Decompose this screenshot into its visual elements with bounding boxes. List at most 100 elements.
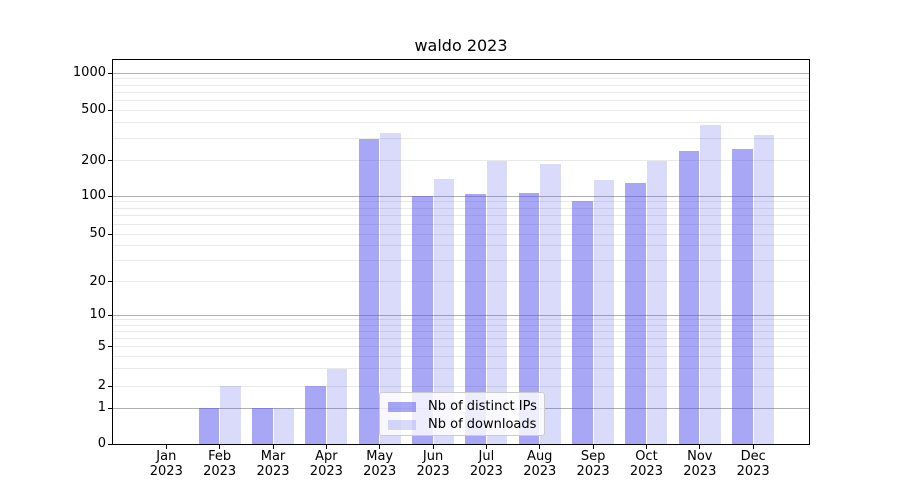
bar-downloads bbox=[486, 161, 508, 444]
y-tick-mark bbox=[108, 281, 112, 283]
grid-line-minor bbox=[113, 355, 809, 357]
bar-downloads bbox=[273, 408, 294, 444]
x-axis-tick-label: Mar 2023 bbox=[243, 449, 303, 479]
bar-downloads bbox=[433, 178, 455, 444]
x-axis-tick-label: Jul 2023 bbox=[456, 449, 516, 479]
x-tick-month: May bbox=[366, 449, 394, 464]
y-tick-mark bbox=[108, 109, 112, 111]
grid-line-minor bbox=[113, 281, 809, 283]
grid-line-minor bbox=[113, 245, 809, 247]
x-tick-month: Feb bbox=[208, 449, 232, 464]
bar-distinct-ips bbox=[305, 386, 326, 444]
x-tick-year: 2023 bbox=[363, 464, 397, 479]
bar-distinct-ips bbox=[412, 196, 433, 444]
grid-line-minor bbox=[113, 233, 809, 235]
legend: Nb of distinct IPs Nb of downloads bbox=[379, 392, 545, 436]
bar-distinct-ips bbox=[625, 183, 646, 444]
x-axis-tick-label: Nov 2023 bbox=[670, 449, 730, 479]
grid-line-minor bbox=[113, 160, 809, 162]
x-tick-year: 2023 bbox=[149, 464, 183, 479]
x-tick-year: 2023 bbox=[256, 464, 290, 479]
x-axis-tick-label: Aug 2023 bbox=[510, 449, 570, 479]
bar-distinct-ips bbox=[252, 408, 273, 444]
grid-line-minor bbox=[113, 319, 809, 321]
grid-line-minor bbox=[113, 330, 809, 332]
bar-distinct-ips bbox=[358, 139, 380, 444]
x-tick-year: 2023 bbox=[576, 464, 610, 479]
y-axis-tick-label: 1 bbox=[97, 400, 106, 416]
grid-line-minor bbox=[113, 78, 809, 80]
plot-area bbox=[112, 59, 810, 445]
x-tick-mark bbox=[165, 445, 167, 449]
x-tick-month: Jun bbox=[422, 449, 444, 464]
grid-line-minor bbox=[113, 223, 809, 225]
bar-distinct-ips bbox=[198, 408, 220, 444]
x-tick-mark bbox=[379, 445, 381, 449]
legend-entry-distinct-ips: Nb of distinct IPs bbox=[380, 398, 544, 415]
grid-line-minor bbox=[113, 337, 809, 339]
x-tick-month: Jan bbox=[156, 449, 177, 464]
bar-distinct-ips bbox=[465, 193, 486, 444]
x-tick-month: Nov bbox=[687, 449, 713, 464]
x-axis-tick-label: Oct 2023 bbox=[616, 449, 676, 479]
x-tick-year: 2023 bbox=[309, 464, 343, 479]
x-tick-year: 2023 bbox=[469, 464, 503, 479]
y-axis-tick-label: 100 bbox=[81, 188, 106, 203]
x-tick-year: 2023 bbox=[203, 464, 237, 479]
x-tick-year: 2023 bbox=[523, 464, 557, 479]
x-tick-year: 2023 bbox=[683, 464, 717, 479]
grid-line-minor bbox=[113, 215, 809, 217]
grid-line-major bbox=[113, 314, 809, 316]
x-tick-month: Mar bbox=[260, 449, 286, 464]
bar-downloads bbox=[220, 386, 241, 444]
x-tick-month: Aug bbox=[527, 449, 553, 464]
legend-entry-downloads: Nb of downloads bbox=[380, 416, 544, 433]
x-tick-year: 2023 bbox=[416, 464, 450, 479]
grid-line-minor bbox=[113, 260, 809, 262]
y-axis-tick-label: 1000 bbox=[72, 65, 106, 81]
grid-line-minor bbox=[113, 368, 809, 370]
x-tick-mark bbox=[432, 445, 434, 449]
y-tick-mark bbox=[108, 233, 112, 235]
bar-downloads bbox=[380, 132, 401, 444]
bar-distinct-ips bbox=[518, 192, 540, 444]
y-axis-tick-label: 0 bbox=[97, 436, 106, 451]
x-tick-month: Oct bbox=[635, 449, 658, 464]
legend-swatch-distinct-ips bbox=[388, 401, 416, 412]
y-tick-mark bbox=[108, 407, 112, 409]
bar-downloads bbox=[593, 180, 615, 444]
legend-label-downloads: Nb of downloads bbox=[428, 417, 537, 432]
x-tick-month: Dec bbox=[740, 449, 766, 464]
y-axis-tick-label: 10 bbox=[89, 307, 106, 322]
x-axis-tick-label: Feb 2023 bbox=[190, 449, 250, 479]
grid-line-minor bbox=[113, 99, 809, 101]
bar-distinct-ips bbox=[572, 201, 593, 444]
y-tick-mark bbox=[108, 443, 112, 445]
grid-line-minor bbox=[113, 91, 809, 93]
grid-line-minor bbox=[113, 121, 809, 123]
y-axis-tick-label: 5 bbox=[97, 338, 106, 354]
y-axis-tick-label: 50 bbox=[89, 226, 106, 241]
x-tick-mark bbox=[539, 445, 541, 449]
grid-line-minor bbox=[113, 385, 809, 387]
y-tick-mark bbox=[108, 385, 112, 387]
y-axis-tick-label: 2 bbox=[97, 378, 106, 393]
bar-downloads bbox=[753, 135, 775, 444]
x-tick-mark bbox=[645, 445, 647, 449]
y-tick-mark bbox=[108, 346, 112, 348]
grid-line-minor bbox=[113, 109, 809, 111]
grid-line-major bbox=[113, 195, 809, 197]
x-axis-tick-label: Apr 2023 bbox=[296, 449, 356, 479]
y-tick-mark bbox=[108, 195, 112, 197]
legend-label-distinct-ips: Nb of distinct IPs bbox=[428, 399, 537, 414]
x-tick-mark bbox=[752, 445, 754, 449]
x-tick-mark bbox=[592, 445, 594, 449]
y-tick-mark bbox=[108, 314, 112, 316]
y-axis-tick-label: 20 bbox=[89, 273, 106, 289]
y-axis-tick-label: 200 bbox=[81, 152, 106, 168]
bar-downloads bbox=[700, 125, 721, 444]
x-tick-year: 2023 bbox=[736, 464, 770, 479]
x-tick-mark bbox=[699, 445, 701, 449]
plot-inner bbox=[113, 60, 809, 444]
